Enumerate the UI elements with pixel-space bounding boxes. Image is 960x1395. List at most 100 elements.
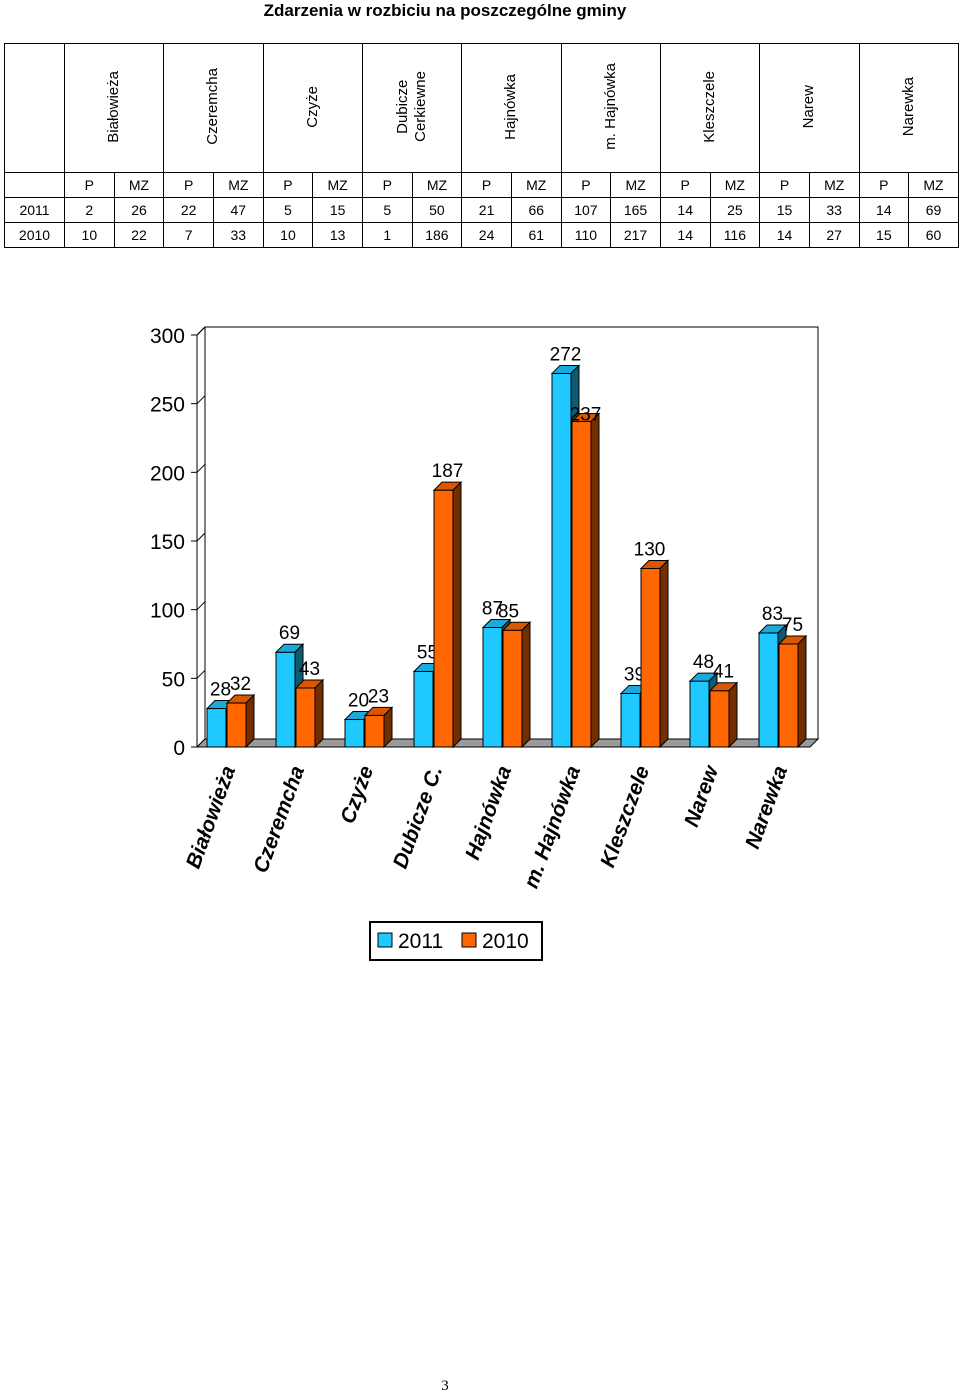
y-tick-label: 200 <box>150 462 185 485</box>
legend-label: 2010 <box>482 930 529 953</box>
value-cell: 2 <box>64 197 115 223</box>
y-tick-depth <box>196 326 206 336</box>
gmina-header-label: m. Hajnówka <box>601 63 619 150</box>
value-cell: 22 <box>163 197 214 223</box>
subheader-corner-cell <box>4 172 65 198</box>
subheader-cell: P <box>262 172 314 198</box>
gmina-header: Narewka <box>858 43 959 173</box>
y-tick-depth <box>196 463 206 473</box>
value-cell: 15 <box>312 197 363 223</box>
data-label: 41 <box>713 662 734 683</box>
value-cell: 186 <box>411 222 463 248</box>
value-cell: 14 <box>659 222 711 248</box>
value-cell: 14 <box>659 197 711 223</box>
data-label: 55 <box>417 642 438 663</box>
bar-2010 <box>501 621 532 749</box>
subheader-cell: P <box>461 172 512 198</box>
legend-swatch <box>461 932 477 948</box>
bar-2010 <box>294 678 325 749</box>
gmina-header: Dubicze Cerkiewne <box>361 43 463 173</box>
bar-2010 <box>708 681 739 749</box>
year-cell: 2010 <box>4 222 65 248</box>
subheader-cell: MZ <box>411 172 463 198</box>
value-cell: 66 <box>510 197 562 223</box>
x-tick-label: Narew <box>680 761 724 830</box>
value-cell: 7 <box>163 222 214 248</box>
bar-2010 <box>363 706 394 749</box>
x-tick-label: Czyże <box>336 763 378 827</box>
data-label: 83 <box>762 604 783 625</box>
value-cell: 21 <box>461 197 512 223</box>
x-tick-label: Czeremcha <box>249 763 309 876</box>
data-label: 43 <box>299 659 320 680</box>
gmina-header: Czyże <box>262 43 363 173</box>
data-label: 272 <box>550 344 582 365</box>
value-cell: 24 <box>461 222 512 248</box>
y-tick-depth <box>196 601 206 611</box>
year-cell: 2011 <box>4 197 65 223</box>
gmina-header-label: Kleszczele <box>701 70 719 143</box>
gmina-header: Narew <box>759 43 860 173</box>
value-cell: 60 <box>908 222 959 248</box>
page-number: 3 <box>441 1378 449 1394</box>
y-tick-depth <box>196 532 206 542</box>
subheader-cell: P <box>163 172 214 198</box>
data-label: 85 <box>498 601 519 622</box>
subheader-cell: MZ <box>808 172 860 198</box>
gmina-header: Kleszczele <box>659 43 761 173</box>
subheader-cell: P <box>759 172 810 198</box>
data-label: 75 <box>782 615 803 636</box>
subheader-cell: P <box>858 172 910 198</box>
y-tick-label: 300 <box>150 325 185 348</box>
gmina-header-label: Czeremcha <box>204 68 222 145</box>
value-cell: 165 <box>610 197 661 223</box>
value-cell: 47 <box>212 197 264 223</box>
data-label: 48 <box>693 652 714 673</box>
y-tick-label: 0 <box>173 737 185 760</box>
value-cell: 50 <box>411 197 463 223</box>
data-label: 87 <box>482 599 503 620</box>
value-cell: 10 <box>64 222 115 248</box>
data-label: 39 <box>624 664 645 685</box>
x-tick-label: Hajnówka <box>461 763 516 863</box>
value-cell: 15 <box>759 197 810 223</box>
gmina-header-label: Czyże <box>303 85 321 128</box>
value-cell: 14 <box>759 222 810 248</box>
subheader-cell: MZ <box>113 172 165 198</box>
gmina-header-label: Narewka <box>899 76 917 137</box>
value-cell: 116 <box>709 222 761 248</box>
value-cell: 5 <box>361 197 413 223</box>
y-tick-depth <box>196 395 206 405</box>
subheader-cell: P <box>361 172 413 198</box>
value-cell: 14 <box>858 197 910 223</box>
x-tick-label: Kleszczele <box>596 763 654 871</box>
value-cell: 5 <box>262 197 314 223</box>
bar-2010 <box>570 412 601 749</box>
value-cell: 69 <box>908 197 959 223</box>
value-cell: 13 <box>312 222 363 248</box>
data-label: 69 <box>279 623 300 644</box>
subheader-cell: MZ <box>709 172 761 198</box>
subheader-cell: MZ <box>908 172 959 198</box>
gmina-header: m. Hajnówka <box>560 43 661 173</box>
value-cell: 107 <box>560 197 612 223</box>
subheader-cell: MZ <box>610 172 661 198</box>
gmina-header-label: Narew <box>800 84 818 129</box>
gmina-header: Czeremcha <box>163 43 264 173</box>
x-tick-label: Białowieża <box>182 763 240 872</box>
y-tick-label: 100 <box>150 600 185 623</box>
x-tick-label: Dubicze C. <box>389 763 447 872</box>
gmina-header: Hajnówka <box>461 43 562 173</box>
gmina-header-label: Hajnówka <box>502 73 520 140</box>
data-label: 20 <box>348 691 369 712</box>
y-tick-label: 250 <box>150 394 185 417</box>
data-label: 28 <box>210 680 231 701</box>
value-cell: 22 <box>113 222 165 248</box>
subheader-cell: MZ <box>510 172 562 198</box>
subheader-cell: MZ <box>212 172 264 198</box>
value-cell: 110 <box>560 222 612 248</box>
legend-box <box>369 921 543 961</box>
gmina-header: Białowieża <box>63 43 165 173</box>
page-title: Zdarzenia w rozbiciu na poszczególne gmi… <box>263 1 627 20</box>
